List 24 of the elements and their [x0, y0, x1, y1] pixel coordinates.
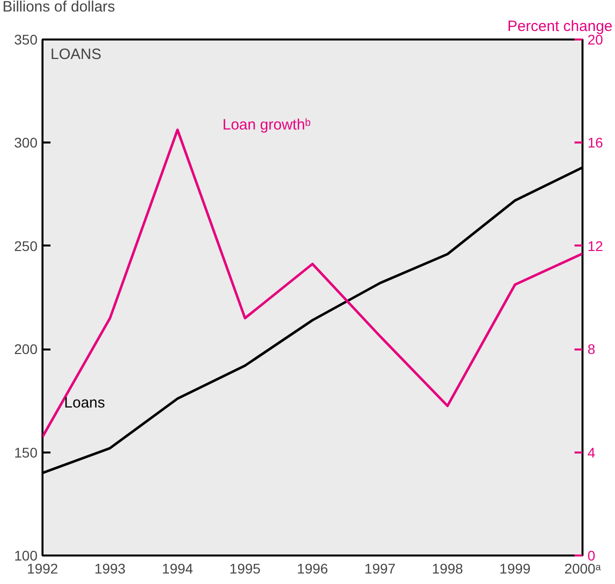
x-tick-label: 1994	[162, 560, 194, 576]
y2-tick-label: 12	[588, 238, 604, 254]
x-tick-label: 1992	[26, 560, 58, 576]
y-tick-label: 150	[14, 444, 38, 460]
text: LOANS	[50, 46, 102, 63]
x-tick-label: 1999	[499, 560, 531, 576]
y2-tick-label: 8	[588, 341, 596, 358]
y2-tick-label: 4	[588, 444, 596, 460]
y-axis-title: Billions of dollars	[2, 0, 116, 16]
x-tick-label: 1997	[364, 560, 396, 576]
x-tick-label: 1998	[432, 560, 464, 576]
y2-tick-label: 0	[588, 548, 596, 564]
x-tick-label: 1996	[296, 560, 328, 576]
y-tick-label: 250	[14, 238, 38, 254]
text: Loan growthᵇ	[222, 116, 312, 134]
y-tick-label: 200	[14, 341, 38, 358]
text: Loans	[64, 394, 106, 412]
x-tick-label: 2000ᵃ	[564, 560, 602, 576]
x-tick-label: 1993	[94, 560, 126, 576]
y-tick-label: 350	[14, 32, 38, 48]
y-tick-label: 100	[14, 548, 38, 564]
y2-tick-label: 16	[588, 134, 604, 151]
y-tick-label: 300	[14, 134, 38, 151]
x-tick-label: 1995	[229, 560, 261, 576]
